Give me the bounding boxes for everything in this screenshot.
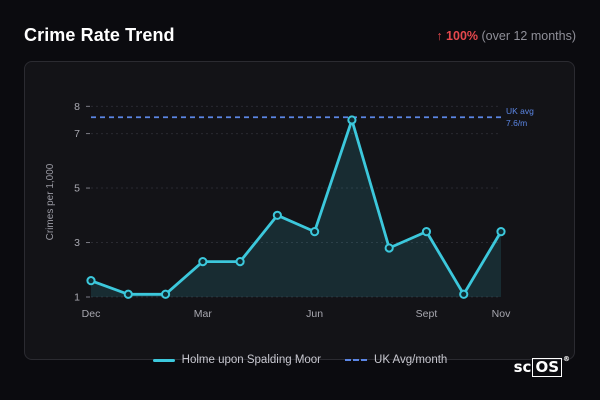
data-point[interactable] bbox=[160, 289, 171, 299]
trend-change-summary: ↑ 100% (over 12 months) bbox=[436, 29, 576, 43]
x-axis-ticks: Dec Mar Jun Sept Nov bbox=[82, 308, 511, 320]
data-point[interactable] bbox=[496, 227, 506, 237]
reference-label-name: UK avg bbox=[506, 106, 534, 116]
x-tick-label: Nov bbox=[492, 308, 511, 320]
data-point[interactable] bbox=[198, 256, 208, 267]
x-tick-label: Jun bbox=[306, 308, 323, 320]
legend-reference-swatch bbox=[345, 359, 368, 361]
series-line bbox=[90, 118, 503, 296]
trend-change-period: (over 12 months) bbox=[481, 29, 576, 43]
reference-label-value: 7.6/m bbox=[506, 118, 527, 128]
data-point[interactable] bbox=[86, 276, 96, 286]
y-tick-label: 5 bbox=[74, 183, 80, 195]
trend-change-percent: 100% bbox=[446, 29, 479, 43]
x-tick-label: Mar bbox=[194, 308, 213, 320]
data-point[interactable] bbox=[310, 227, 320, 237]
y-tick-label: 1 bbox=[74, 292, 80, 304]
logo-registered-mark: ® bbox=[563, 355, 570, 363]
logo-prefix: sc bbox=[513, 358, 532, 376]
data-point[interactable] bbox=[272, 210, 282, 220]
chart-panel bbox=[24, 61, 575, 360]
legend-item-series[interactable]: Holme upon Spalding Moor bbox=[152, 354, 322, 366]
y-tick-label: 3 bbox=[74, 237, 80, 249]
y-axis-ticks: 1 3 5 7 8 bbox=[74, 101, 90, 304]
x-tick-label: Sept bbox=[416, 308, 438, 320]
legend-reference-label: UK Avg/month bbox=[374, 354, 448, 366]
logo-box: OS bbox=[532, 358, 562, 377]
data-point[interactable] bbox=[347, 115, 357, 125]
y-tick-label: 7 bbox=[74, 128, 80, 140]
legend-series-label: Holme upon Spalding Moor bbox=[181, 354, 322, 366]
series-area bbox=[91, 120, 501, 297]
brand-logo: sc OS ® bbox=[513, 355, 570, 377]
data-point[interactable] bbox=[459, 289, 469, 299]
series-group bbox=[86, 115, 506, 299]
data-point[interactable] bbox=[384, 243, 394, 253]
data-point[interactable] bbox=[235, 256, 245, 267]
trend-up-arrow-icon: ↑ bbox=[436, 29, 443, 43]
reference-line-group: UK avg 7.6/m bbox=[91, 106, 534, 128]
y-tick-label: 8 bbox=[74, 101, 80, 113]
legend: Holme upon Spalding Moor UK Avg/month bbox=[0, 354, 600, 366]
data-point[interactable] bbox=[421, 227, 432, 237]
legend-item-reference[interactable]: UK Avg/month bbox=[345, 354, 447, 366]
legend-series-swatch bbox=[152, 358, 175, 362]
chart-title: Crime Rate Trend bbox=[24, 25, 175, 45]
data-point[interactable] bbox=[123, 289, 133, 299]
x-tick-label: Dec bbox=[82, 308, 101, 320]
y-axis-label: Crimes per 1,000 bbox=[45, 163, 56, 240]
